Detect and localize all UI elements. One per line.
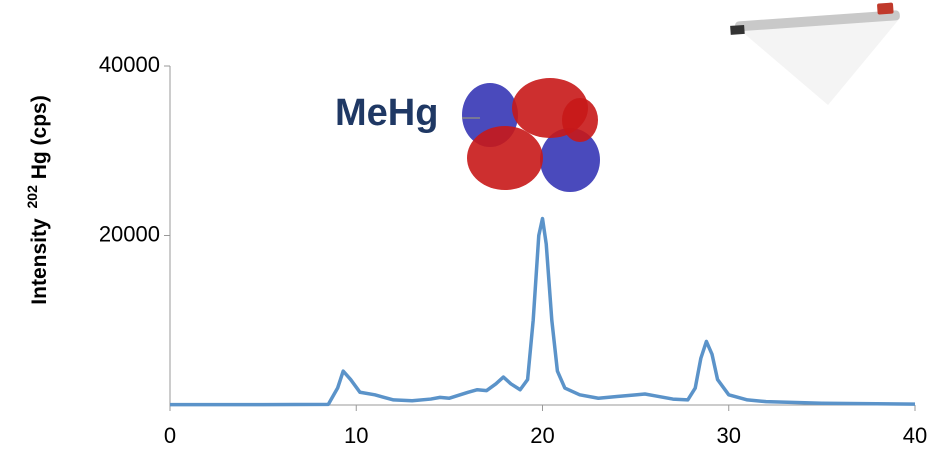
protein-image bbox=[462, 78, 600, 192]
y-label-superscript: 202 bbox=[24, 185, 40, 209]
y-tick-label: 20000 bbox=[99, 221, 160, 246]
x-tick-label: 0 bbox=[164, 423, 176, 448]
x-tick-label: 30 bbox=[717, 423, 741, 448]
data-line bbox=[170, 216, 916, 407]
x-tick-label: 40 bbox=[903, 423, 927, 448]
y-label-part: Hg (cps) bbox=[28, 95, 51, 179]
y-label-part: Intensity bbox=[28, 218, 51, 305]
annotation: MeHg bbox=[335, 92, 438, 134]
x-tick-label: 20 bbox=[530, 423, 554, 448]
y-axis-label: Intensity 202 Hg (cps) bbox=[21, 95, 51, 304]
column-icon bbox=[730, 2, 900, 105]
x-tick-label: 10 bbox=[344, 423, 368, 448]
y-tick-label: 40000 bbox=[99, 52, 160, 77]
